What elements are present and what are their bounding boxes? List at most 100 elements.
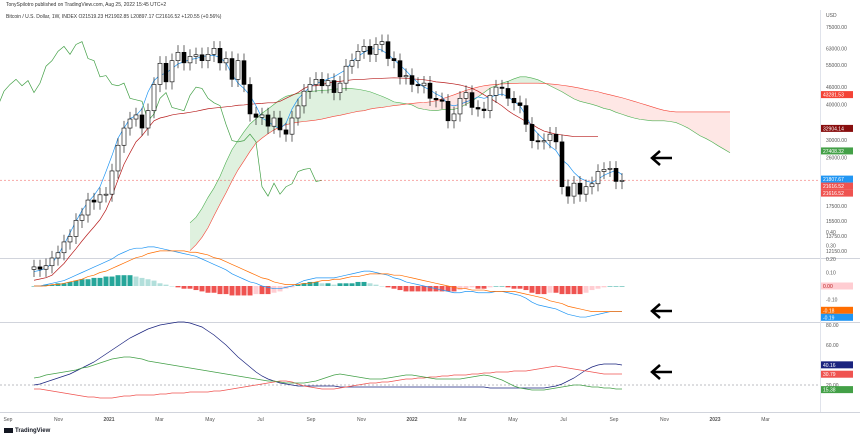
osc-series-2 <box>33 356 622 391</box>
cloud-segment <box>682 111 688 129</box>
lagging-span <box>0 41 323 197</box>
cloud-segment <box>664 110 670 122</box>
candle-body <box>259 114 265 118</box>
histogram-bar <box>397 286 403 291</box>
candle-body <box>607 168 613 170</box>
candle-body <box>457 98 463 115</box>
signal-line <box>34 250 622 312</box>
histogram-bar <box>247 286 253 296</box>
candle-body <box>595 171 601 185</box>
macd-label: -0.19 <box>823 315 835 321</box>
candle-body <box>565 186 571 197</box>
candle-body <box>577 182 583 195</box>
cloud-segment <box>256 113 262 144</box>
histogram-bar <box>85 279 91 286</box>
candle-body <box>169 60 175 83</box>
time-tick-label: 2023 <box>709 417 720 423</box>
candle-body <box>145 110 151 129</box>
cloud-segment <box>382 96 388 108</box>
candle-body <box>529 124 535 141</box>
candle-body <box>385 41 391 59</box>
time-tick-label: Jul <box>560 417 566 423</box>
candle-body <box>79 214 85 221</box>
cloud-segment <box>586 89 592 105</box>
histogram-bar <box>415 286 421 292</box>
cloud-segment <box>610 94 616 113</box>
price-tick-label: 55000.00 <box>826 63 847 69</box>
macd-label: 0.00 <box>823 284 833 290</box>
histogram-bar <box>373 284 379 286</box>
price-tick-label: 15500.00 <box>826 219 847 225</box>
cloud-segment <box>238 131 244 170</box>
cloud-segment <box>688 111 694 132</box>
cloud-segment <box>712 111 718 146</box>
histogram-bar <box>109 276 115 286</box>
osc-tick-label: 80.00 <box>826 323 839 329</box>
osc-label-bg <box>821 370 853 378</box>
price-label-bg <box>821 189 853 197</box>
histogram-bar <box>361 281 367 286</box>
histogram-bar <box>205 286 211 293</box>
histogram-bar <box>583 286 589 293</box>
histogram-bar <box>151 280 157 286</box>
histogram-bar <box>319 283 325 286</box>
histogram-bar <box>577 286 583 295</box>
time-tick-label: Mar <box>458 417 467 423</box>
candle-body <box>187 56 193 64</box>
histogram-bar <box>169 286 175 287</box>
cloud-segment <box>604 93 610 110</box>
histogram-bar <box>499 286 505 287</box>
cloud-segment <box>400 102 406 105</box>
candle-body <box>229 58 235 80</box>
cloud-segment <box>286 94 292 125</box>
histogram-bar <box>43 284 49 286</box>
histogram-bar <box>409 286 415 292</box>
osc-label: 40.16 <box>823 363 836 369</box>
cloud-segment <box>352 88 358 113</box>
oscillator-pane <box>0 321 820 399</box>
candles <box>31 34 625 278</box>
histogram-bar <box>523 286 529 291</box>
candle-body <box>85 199 91 216</box>
candle-body <box>421 82 427 87</box>
candle-body <box>91 199 97 203</box>
price-label-bg <box>821 175 853 183</box>
histogram-bar <box>223 286 229 295</box>
annotation-arrows <box>650 150 672 380</box>
cloud-segment <box>424 101 430 111</box>
histogram-bar <box>271 286 277 293</box>
price-tick-label: 75000.00 <box>826 25 847 31</box>
candle-body <box>271 117 277 127</box>
candle-body <box>433 98 439 101</box>
price-tick-label: 13750.00 <box>826 234 847 240</box>
candle-body <box>163 62 169 83</box>
cloud-segment <box>388 98 394 107</box>
histogram-bar <box>289 286 295 288</box>
histogram-bar <box>439 286 445 292</box>
cloud-segment <box>718 111 724 150</box>
cloud-segment <box>628 99 634 119</box>
cloud-segment <box>532 78 538 84</box>
candle-body <box>121 127 127 146</box>
time-axis: Sep Nov 2021 Mar May Jul Sep Nov 2022 Mar May Jul Se… <box>4 417 771 423</box>
histogram-bar <box>157 283 163 286</box>
cloud-segment <box>640 103 646 121</box>
macd-line <box>34 246 622 318</box>
candle-body <box>427 82 433 99</box>
histogram-bar <box>511 286 517 289</box>
cloud-segment <box>196 208 202 245</box>
tradingview-logo: TradingView <box>4 428 50 434</box>
candle-body <box>409 75 415 85</box>
histogram-bar <box>67 281 73 286</box>
histogram-bar <box>193 286 199 291</box>
histogram-bar <box>127 275 133 286</box>
cloud-segment <box>568 86 574 99</box>
histogram-bar <box>79 279 85 286</box>
osc-tick-label: 20.00 <box>826 383 839 389</box>
price-tick-label: 30000.00 <box>826 138 847 144</box>
cloud-segment <box>340 88 346 116</box>
histogram-bar <box>541 286 547 295</box>
candle-body <box>589 183 595 188</box>
candle-body <box>331 80 337 93</box>
